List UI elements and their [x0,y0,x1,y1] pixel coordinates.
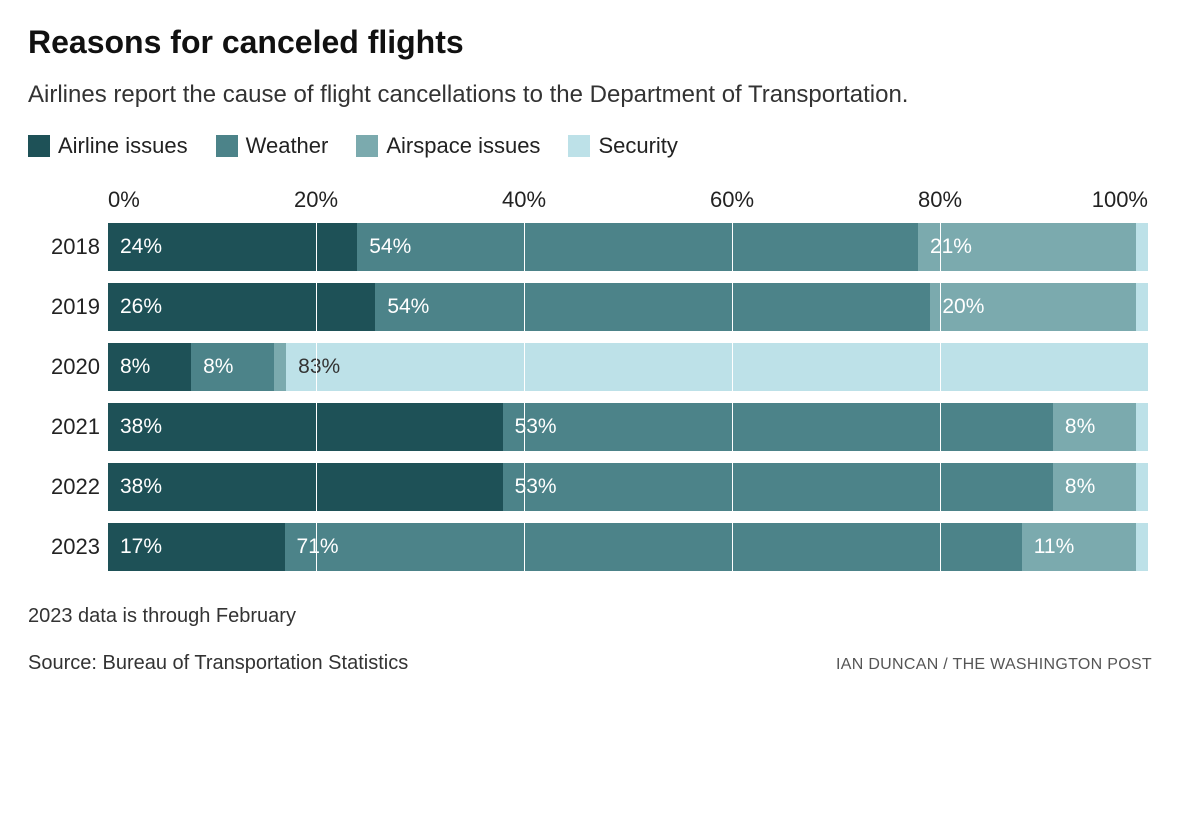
bar-segment [1136,463,1148,511]
legend-label: Airline issues [58,133,188,159]
bar-row: 20208%8%83% [108,343,1148,391]
bar-segment: 8% [1053,463,1136,511]
bar-segment: 53% [503,403,1053,451]
bar-row: 202317%71%11% [108,523,1148,571]
bar-value-label: 20% [942,295,984,319]
legend-label: Airspace issues [386,133,540,159]
year-label: 2023 [28,534,100,560]
axis-tick-label: 0% [108,187,140,213]
bar-row: 202238%53%8% [108,463,1148,511]
bar-segment: 38% [108,403,503,451]
legend-swatch [28,135,50,157]
bar-value-label: 8% [1065,475,1095,499]
bar-value-label: 53% [515,475,557,499]
chart-title: Reasons for canceled flights [28,24,1152,61]
bar-segment: 71% [285,523,1022,571]
stacked-bar: 17% 71% 11% [108,523,1148,571]
bar-segment [1136,283,1148,331]
gridline [940,223,941,571]
stacked-bar: 38% 53% 8% [108,463,1148,511]
bar-segment: 53% [503,463,1053,511]
bar-segment [1136,223,1148,271]
gridline [316,223,317,571]
bar-segment: 26% [108,283,375,331]
bar-segment: 8% [191,343,274,391]
year-label: 2019 [28,294,100,320]
legend-item: Security [568,133,677,159]
bar-value-label: 53% [515,415,557,439]
legend: Airline issues Weather Airspace issues Secu… [28,133,1152,159]
bar-value-label: 71% [297,535,339,559]
bar-value-label: 26% [120,295,162,319]
stacked-bar: 38% 53% 8% [108,403,1148,451]
chart-credit: IAN DUNCAN / THE WASHINGTON POST [836,656,1152,674]
axis-tick-label: 40% [502,187,546,213]
bar-value-label: 8% [1065,415,1095,439]
bar-segment: 38% [108,463,503,511]
bar-value-label: 11% [1034,535,1074,559]
axis-tick-label: 80% [918,187,962,213]
stacked-bar: 26% 54% 20% [108,283,1148,331]
bar-value-label: 38% [120,475,162,499]
bar-segment [1136,523,1148,571]
bar-row: 201824%54%21% [108,223,1148,271]
legend-item: Weather [216,133,329,159]
axis-tick-label: 100% [1092,187,1148,213]
bar-value-label: 83% [298,355,340,379]
axis-tick-label: 20% [294,187,338,213]
chart-footer: 2023 data is through February Source: Bu… [28,605,1152,675]
bar-value-label: 8% [203,355,233,379]
axis-tick-label: 60% [710,187,754,213]
bar-segment [1136,403,1148,451]
bar-segment [274,343,286,391]
chart-note: 2023 data is through February [28,605,1152,628]
bar-segment: 8% [108,343,191,391]
bar-segment: 17% [108,523,285,571]
stacked-bar: 8% 8% 83% [108,343,1148,391]
chart-subtitle: Airlines report the cause of flight canc… [28,79,928,111]
bars-container: 201824%54%21%201926%54%20%20208%8%83%202… [108,223,1148,571]
gridline [524,223,525,571]
bar-segment: 24% [108,223,357,271]
bar-segment: 11% [1022,523,1136,571]
bar-value-label: 21% [930,235,972,259]
year-label: 2022 [28,474,100,500]
bar-segment: 83% [286,343,1148,391]
bar-segment: 54% [357,223,918,271]
bar-segment: 20% [930,283,1136,331]
legend-label: Weather [246,133,329,159]
legend-swatch [216,135,238,157]
bar-segment: 54% [375,283,930,331]
gridline [732,223,733,571]
year-label: 2018 [28,234,100,260]
bar-value-label: 17% [120,535,162,559]
legend-label: Security [598,133,677,159]
chart-area: 0%20%40%60%80%100% 201824%54%21%201926%5… [108,187,1148,571]
bar-value-label: 38% [120,415,162,439]
bar-value-label: 8% [120,355,150,379]
x-axis: 0% 20% 40% 60% 80% 100% [108,187,1148,223]
bar-value-label: 24% [120,235,162,259]
bar-segment: 8% [1053,403,1136,451]
legend-swatch [568,135,590,157]
bar-segment: 21% [918,223,1136,271]
legend-swatch [356,135,378,157]
bar-value-label: 54% [387,295,429,319]
legend-item: Airspace issues [356,133,540,159]
year-label: 2021 [28,414,100,440]
chart-source: Source: Bureau of Transportation Statist… [28,652,408,675]
year-label: 2020 [28,354,100,380]
legend-item: Airline issues [28,133,188,159]
bar-row: 202138%53%8% [108,403,1148,451]
stacked-bar: 24% 54% 21% [108,223,1148,271]
bar-row: 201926%54%20% [108,283,1148,331]
bar-value-label: 54% [369,235,411,259]
